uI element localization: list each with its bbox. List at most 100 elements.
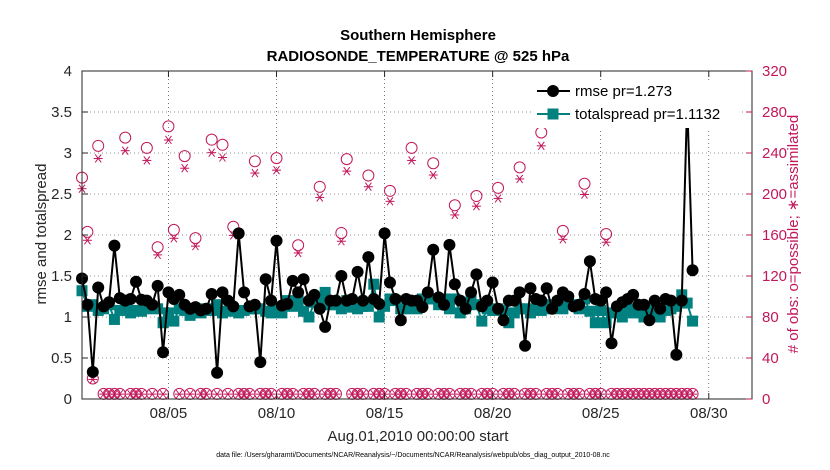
obs-assimilated-point [169,234,179,243]
obs-assimilated-stroke [267,389,275,399]
obs-possible-point [151,241,164,254]
rmse-point [329,294,342,307]
totalspread-point [443,303,455,315]
y-right-tick-label: 80 [762,309,779,326]
rmse-point [438,298,451,311]
rmse-point [319,320,332,333]
rmse-point [254,356,267,369]
obs-assimilated-point [207,148,217,157]
obs-possible-point [362,169,375,182]
obs-possible-point [513,161,526,174]
obs-assimilated-point [580,190,589,199]
rmse-point [265,294,278,307]
obs-assimilated-point [471,201,481,211]
rmse-point [205,288,218,301]
rmse-point [108,239,121,252]
obs-assimilated-stroke [581,190,588,199]
obs-assimilated-stroke [143,156,151,165]
rmse-point [497,314,510,327]
obs-possible-point [383,184,396,197]
obs-assimilated-point [293,248,303,258]
obs-possible-point [292,239,305,252]
obs-assimilated-stroke [332,389,340,399]
obs-assimilated-stroke [689,389,696,399]
obs-assimilated-point [174,389,184,399]
obs-assimilated-stroke [289,389,297,399]
rmse-point [335,270,348,282]
x-axis-label: Aug.01,2010 00:00:00 start [328,428,510,445]
y-right-tick-label: 200 [762,186,787,203]
rmse-point [664,294,677,307]
totalspread-point [595,304,607,316]
totalspread-point [584,305,596,317]
y-right-tick-label: 120 [762,268,787,285]
obs-assimilated-stroke [386,197,394,206]
rmse-point [394,314,407,327]
x-tick-label: 08/25 [582,405,620,422]
totalspread-point [535,304,547,316]
obs-assimilated-point [574,389,584,399]
obs-assimilated-stroke [84,235,91,245]
obs-assimilated-stroke [192,241,199,251]
rmse-point [675,294,688,307]
obs-assimilated-point [288,389,298,399]
obs-assimilated-stroke [554,389,561,399]
legend-box [532,80,740,128]
totalspread-point [184,309,196,321]
rmse-point [470,268,483,281]
obs-assimilated-stroke [510,389,518,399]
obs-possible-point [248,155,261,168]
obs-assimilated-stroke [446,389,453,399]
rmse-point [427,243,440,256]
totalspread-point [265,307,277,319]
totalspread-point [368,278,380,290]
obs-assimilated-point [601,237,611,247]
rmse-point [573,298,586,311]
obs-assimilated-stroke [343,166,351,176]
obs-assimilated-stroke [294,248,302,258]
obs-possible-point [335,226,348,239]
rmse-point [346,292,359,305]
x-tick-label: 08/05 [150,405,188,422]
rmse-point [583,255,596,268]
rmse-point [81,298,94,311]
obs-possible-point [578,177,591,190]
rmse-point [297,273,310,286]
totalspread-point [276,307,288,319]
x-tick-label: 08/30 [690,405,728,422]
obs-possible-point [340,153,353,166]
rmse-point [356,294,369,307]
obs-possible-point [470,190,483,203]
obs-assimilated-point [407,156,417,165]
obs-assimilated-stroke [165,135,172,145]
obs-assimilated-point [315,193,325,202]
obs-assimilated-point [493,194,503,203]
obs-assimilated-stroke [213,389,221,399]
obs-assimilated-stroke [402,389,410,399]
rmse-point [248,298,261,311]
totalspread-point [600,317,612,329]
rmse-point [238,286,251,299]
obs-assimilated-point [331,389,341,399]
obs-assimilated-stroke [364,182,372,192]
obs-possible-point [140,141,153,154]
rmse-point [130,275,143,288]
rmse-point [200,302,213,315]
y-right-tick-label: 320 [762,63,787,80]
totalspread-point [211,299,223,311]
obs-assimilated-stroke [186,389,194,399]
totalspread-point [108,313,120,325]
obs-assimilated-point [336,236,346,246]
y-right-tick-label: 280 [762,104,787,121]
line-series [76,95,699,379]
obs-assimilated-point [163,135,173,145]
obs-assimilated-stroke [224,389,232,399]
obs-assimilated-point [466,389,476,399]
rmse-point [86,365,99,378]
totalspread-point [670,300,682,312]
rmse-point [605,337,618,350]
obs-assimilated-stroke [467,389,475,399]
rmse-point [146,298,159,311]
obs-assimilated-stroke [473,201,480,211]
totalspread-point [638,311,650,323]
